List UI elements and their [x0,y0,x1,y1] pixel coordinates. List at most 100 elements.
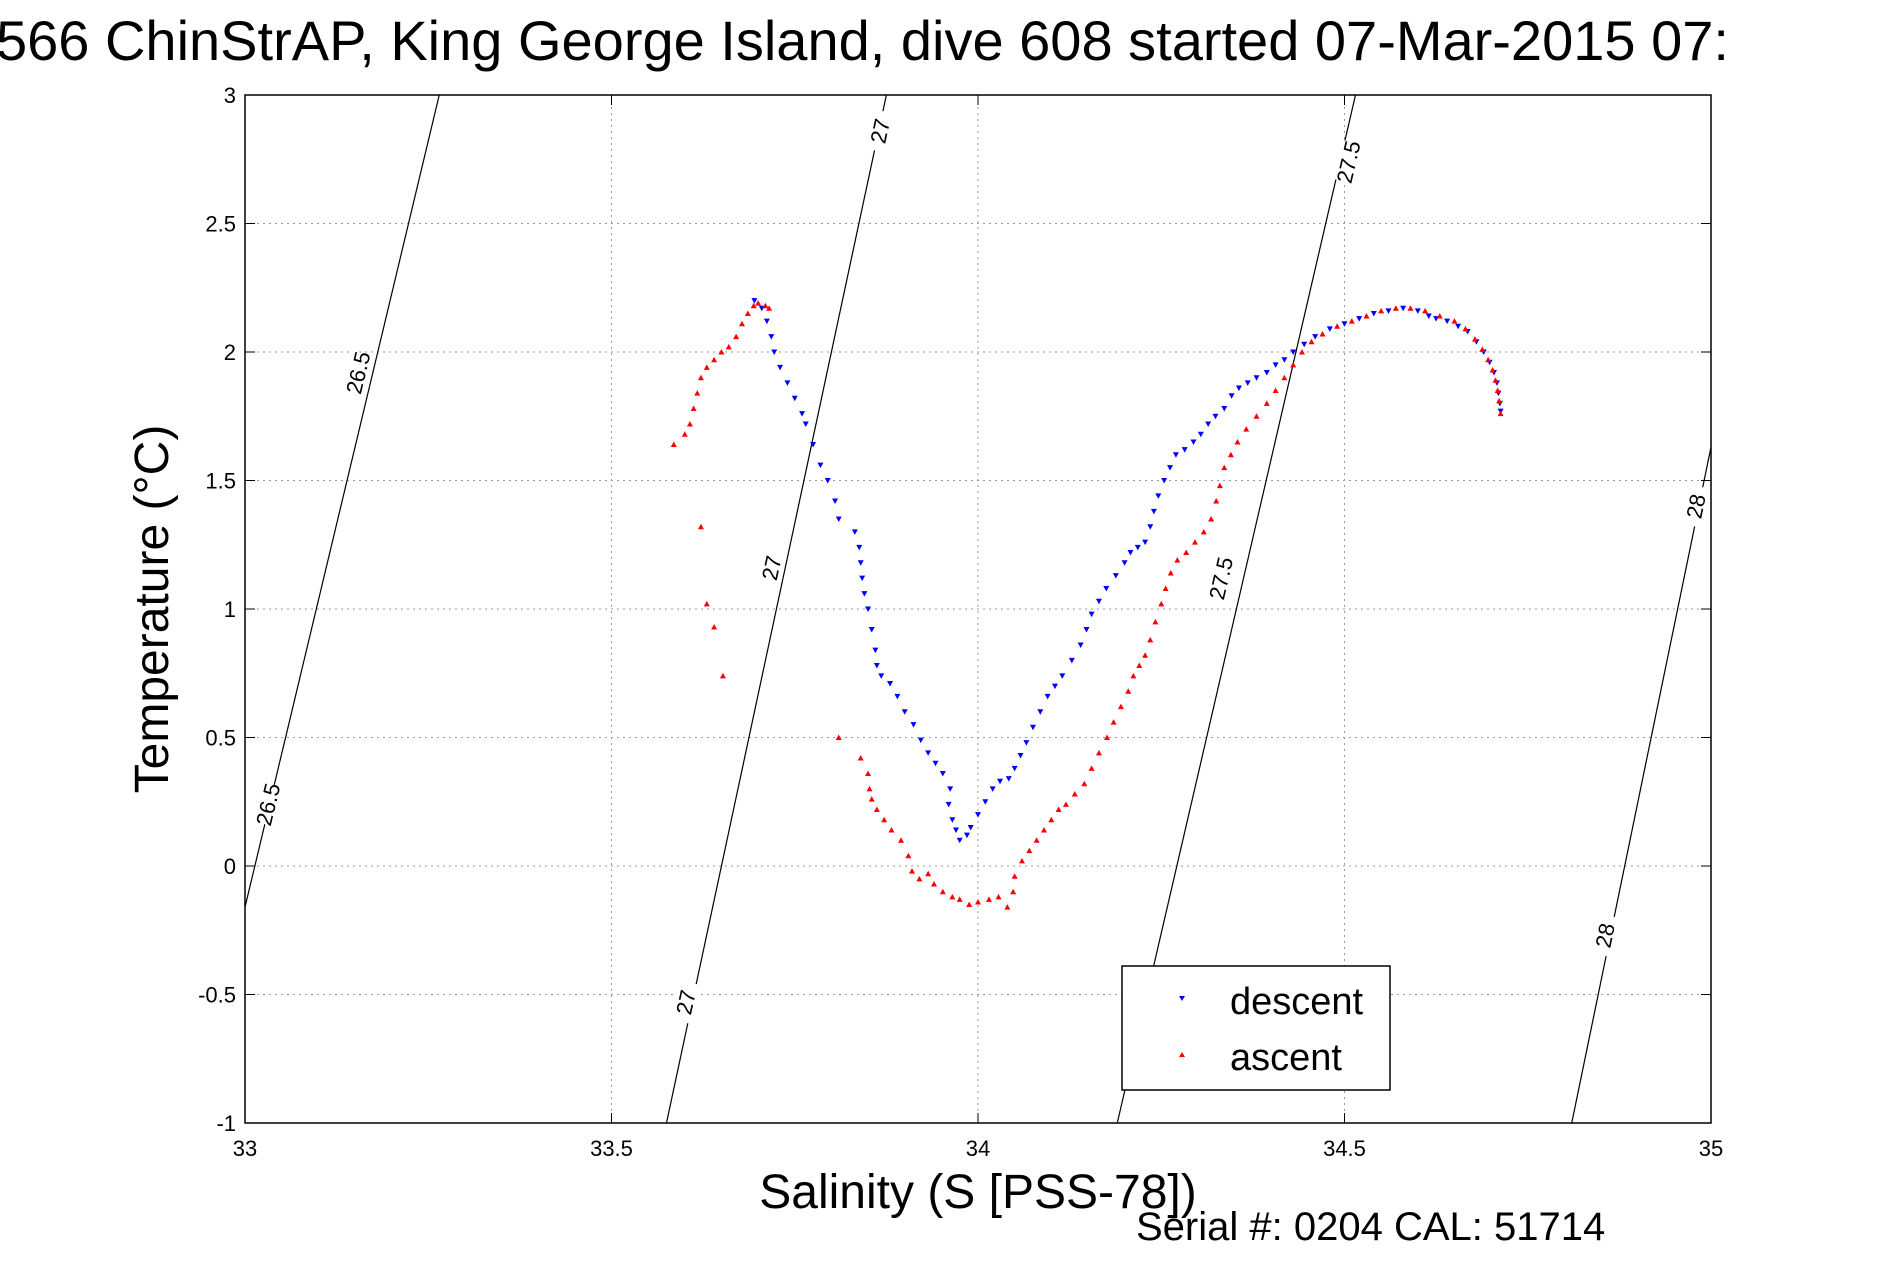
descent-point [1385,308,1392,314]
descent-point [1147,524,1154,530]
descent-point [768,334,775,340]
ascent-point [738,320,745,327]
descent-point [1011,765,1018,772]
descent-point [1083,627,1090,633]
descent-point [817,462,824,469]
descent-point [1212,413,1219,420]
ascent-point [865,770,872,776]
descent-point [1197,431,1204,438]
ascent-point [711,623,718,630]
ascent-point [694,390,701,396]
ascent-point [1130,672,1137,679]
contour-label-bg [756,546,787,590]
x-tick-label: 34 [966,1136,990,1161]
ascent-point [1213,498,1220,504]
descent-point [887,681,894,687]
series-descent [751,298,1504,844]
ascent-point [1263,400,1270,406]
contour-label-bg [1680,484,1711,529]
ascent-point [1485,356,1492,363]
descent-point [949,817,956,823]
contour-label: 28 [1590,921,1619,950]
ascent-point [755,300,762,306]
descent-point [1121,560,1128,566]
descent-point [859,575,866,582]
legend-box [1121,965,1391,1091]
descent-point [989,786,996,792]
ascent-point [1110,719,1117,725]
descent-point [857,560,864,566]
descent-point [1444,318,1451,325]
descent-point [1272,362,1279,368]
descent-point [1095,598,1102,605]
ascent-point [1147,636,1154,643]
descent-point [932,760,939,767]
descent-point [1263,370,1270,376]
ascent-point [1104,734,1111,740]
ascent-point [1334,323,1341,329]
descent-point [1253,375,1260,381]
ascent-point [881,816,888,823]
descent-point [1059,673,1066,679]
descent-point [1341,321,1348,327]
legend-descent-label: descent [1230,981,1364,1023]
descent-point [1181,447,1188,453]
ascent-point [690,405,697,412]
descent-point [1037,709,1044,715]
descent-point [1235,385,1242,391]
descent-point [1127,549,1134,556]
descent-point [1150,508,1157,515]
contour-label-bg [670,980,701,1025]
descent-point [791,395,798,402]
ascent-point [1253,413,1260,419]
descent-point [1244,380,1251,386]
contour-label: 26.5 [341,349,375,396]
ascent-point [888,827,895,833]
ascent-point [1479,346,1486,352]
grid-lines [245,95,1711,1123]
ascent-point [1308,338,1315,345]
ascent-point [1227,451,1234,458]
ascent-point [744,310,751,316]
isopycnal-line [1116,94,1357,1124]
descent-point [1005,776,1012,782]
ascent-point [985,896,992,902]
ascent-point [1095,749,1102,756]
legend: descent ascent [1121,965,1391,1091]
descent-point [751,298,758,304]
ascent-point [1208,516,1215,522]
ascent-point [925,870,932,877]
ascent-point [1471,336,1478,342]
ascent-point [750,302,757,309]
ascent-point [1272,387,1279,394]
ascent-point [898,837,905,843]
ascent-point [1492,377,1499,383]
ascent-point [681,431,688,437]
descent-point [1023,740,1030,746]
ascent-point [975,898,981,905]
descent-point [1455,323,1462,330]
descent-point [868,627,875,633]
ascent-point [1363,313,1370,319]
contour-label: 27 [671,988,701,1017]
descent-point [861,591,868,597]
ascent-point [697,523,704,530]
contour-label: 28 [1681,492,1710,521]
descent-point [872,647,879,654]
ascent-point [1422,307,1429,314]
ascent-point [931,880,938,887]
ascent-point [1004,904,1011,910]
ascent-point [857,755,864,761]
descent-point [901,709,908,715]
ascent-point [1348,318,1355,324]
descent-point [784,380,791,386]
ascent-point [949,893,956,900]
descent-point [1103,585,1110,592]
descent-point [1029,724,1036,731]
x-axis-label: Salinity (S [PSS-78]) [759,1166,1196,1219]
descent-point [1221,406,1228,412]
ascent-point [703,364,710,370]
descent-point [878,673,885,679]
ascent-point [916,875,923,882]
ascent-point [697,374,704,381]
